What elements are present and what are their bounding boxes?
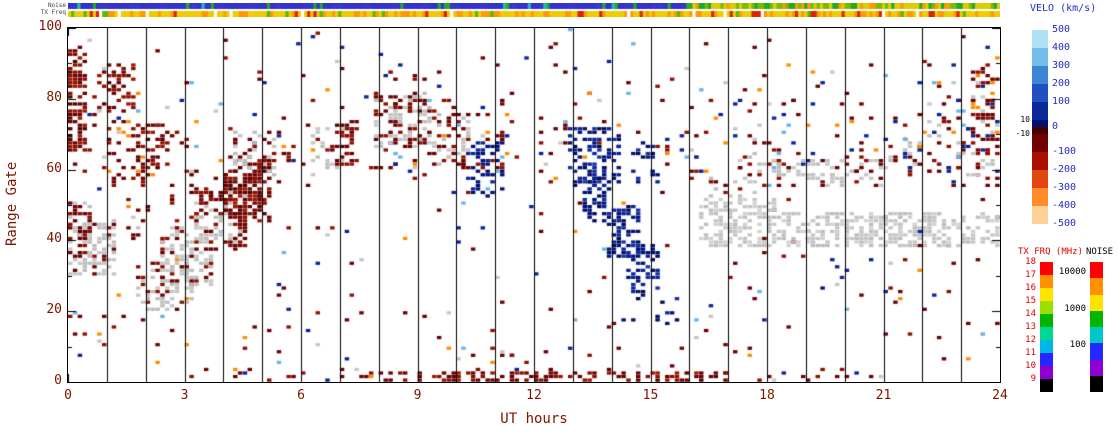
x-tick-label: 6 <box>297 388 305 403</box>
txfrq-segment <box>1040 288 1053 301</box>
velo-scale-label: 500 <box>1052 24 1071 35</box>
txfrq-segment <box>1040 314 1053 327</box>
y-tick-label: 60 <box>46 160 62 176</box>
noise-scale-label: 1000 <box>1064 303 1086 314</box>
velo-negative-segment <box>1032 134 1048 152</box>
txfrq-scale-label: 12 <box>1025 335 1036 345</box>
txfreq-strip-label: TX Freq <box>40 9 66 16</box>
noise-scale-label: 100 <box>1069 340 1086 351</box>
velo-scale-label: -400 <box>1052 200 1077 211</box>
txfrq-segment <box>1040 262 1053 275</box>
txfrq-segment <box>1040 366 1053 379</box>
noise-segment <box>1090 327 1103 344</box>
noise-colorbar <box>1090 262 1103 392</box>
x-tick-label: 3 <box>180 388 189 403</box>
velo-scale-label: 200 <box>1052 78 1071 89</box>
velo-positive-segment <box>1032 66 1048 84</box>
x-tick-label: 0 <box>64 388 72 403</box>
velo-positive-segment <box>1032 48 1048 66</box>
txfrq-scale-label: 18 <box>1025 257 1036 267</box>
x-tick-label: 15 <box>642 388 659 403</box>
txfrq-scale-label: 17 <box>1025 270 1036 280</box>
velo-scale-label: -300 <box>1052 182 1077 193</box>
velo-negative-segment <box>1032 188 1048 206</box>
txfrq-scale-label: 16 <box>1025 283 1036 293</box>
velo-scale-label: 400 <box>1052 42 1071 53</box>
noise-segment <box>1090 278 1103 295</box>
txfrq-scale-label: 14 <box>1025 309 1036 319</box>
y-tick-label: 80 <box>46 89 62 105</box>
y-tick-label: 40 <box>46 231 62 247</box>
y-tick-label: 100 <box>38 19 62 34</box>
velo-positive-segment <box>1032 30 1048 48</box>
txfrq-segment <box>1040 379 1053 392</box>
noise-scale-label: 10000 <box>1058 267 1086 278</box>
velo-zero-threshold-label: -10 <box>1015 129 1030 138</box>
x-tick-label: 18 <box>759 388 775 403</box>
txfrq-scale-label: 13 <box>1025 322 1036 332</box>
velo-positive-segment <box>1032 84 1048 102</box>
noise-segment <box>1090 310 1103 327</box>
x-tick-label: 9 <box>413 388 422 403</box>
txfrq-colorbar-title: TX FRQ (MHz) <box>1018 247 1084 257</box>
noise-txfreq-strips-canvas <box>68 3 1000 17</box>
range-time-plot-canvas <box>68 28 1000 382</box>
velo-near-zero-positive-segment <box>1032 120 1048 127</box>
txfrq-scale-label: 15 <box>1025 296 1036 306</box>
txfrq-segment <box>1040 301 1053 314</box>
noise-strip-label: Noise <box>47 2 66 9</box>
x-tick-label: 21 <box>875 388 892 403</box>
velo-negative-segment <box>1032 206 1048 224</box>
velo-negative-segment <box>1032 170 1048 188</box>
noise-colorbar-title: NOISE <box>1086 247 1114 257</box>
velo-positive-segment <box>1032 102 1048 120</box>
noise-segment <box>1090 294 1103 311</box>
txfrq-segment <box>1040 353 1053 366</box>
txfrq-colorbar <box>1040 262 1053 392</box>
velo-negative-segment <box>1032 152 1048 170</box>
y-tick-label: 20 <box>46 302 62 318</box>
velo-scale-label: 300 <box>1052 60 1071 71</box>
velo-scale-label: -100 <box>1052 146 1077 157</box>
y-tick-label: 0 <box>54 373 62 388</box>
velo-near-zero-negative-segment <box>1032 127 1048 134</box>
noise-segment <box>1090 262 1103 279</box>
velo-scale-label: 100 <box>1052 96 1071 107</box>
velocity-colorbar <box>1032 30 1048 224</box>
plot-frame <box>67 27 1001 383</box>
x-tick-label: 24 <box>992 388 1008 403</box>
txfrq-segment <box>1040 275 1053 288</box>
x-tick-label: 12 <box>526 388 542 403</box>
velo-scale-label: -500 <box>1052 218 1077 229</box>
txfrq-segment <box>1040 340 1053 353</box>
noise-segment <box>1090 359 1103 376</box>
txfrq-scale-label: 9 <box>1030 374 1036 384</box>
txfrq-scale-label: 10 <box>1025 361 1036 371</box>
velo-scale-label: -200 <box>1052 164 1077 175</box>
txfrq-scale-label: 11 <box>1025 348 1036 358</box>
velo-zero-threshold-label: 10 <box>1020 115 1030 124</box>
velocity-colorbar-title: VELO (km/s) <box>1030 3 1097 14</box>
y-axis-title: Range Gate <box>4 161 20 247</box>
noise-segment <box>1090 375 1103 392</box>
x-axis-title: UT hours <box>500 411 568 427</box>
velo-scale-label: 0 <box>1052 121 1059 132</box>
noise-segment <box>1090 343 1103 360</box>
txfrq-segment <box>1040 327 1053 340</box>
